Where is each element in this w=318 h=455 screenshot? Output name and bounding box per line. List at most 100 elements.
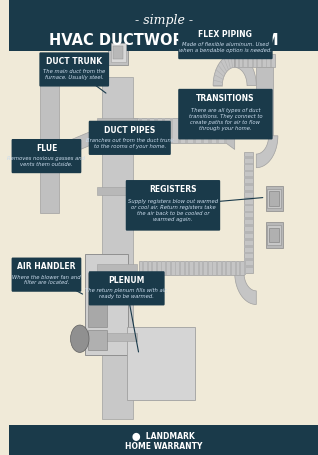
FancyBboxPatch shape — [89, 272, 165, 306]
FancyBboxPatch shape — [10, 0, 318, 52]
Bar — [185, 118, 188, 143]
Bar — [244, 266, 253, 268]
Bar — [175, 262, 176, 275]
Bar — [211, 262, 213, 275]
Bar — [244, 245, 253, 248]
Bar — [170, 262, 172, 275]
Bar — [184, 262, 186, 275]
FancyBboxPatch shape — [178, 26, 273, 60]
Bar — [238, 55, 240, 68]
Bar — [97, 119, 137, 127]
Bar — [244, 211, 253, 214]
Bar — [162, 118, 165, 143]
Bar — [151, 262, 153, 275]
FancyBboxPatch shape — [10, 425, 318, 455]
Bar — [108, 41, 128, 66]
Bar — [193, 118, 196, 143]
Bar — [244, 177, 253, 180]
Bar — [244, 184, 253, 187]
Bar — [97, 265, 137, 273]
Text: - simple -: - simple - — [135, 14, 193, 27]
Bar — [256, 55, 258, 68]
Text: There are all types of duct
transitions. They connect to
create paths for air to: There are all types of duct transitions.… — [189, 108, 262, 131]
Bar — [147, 262, 149, 275]
Text: Supply registers blow out warmed
or cool air. Return registers take
the air back: Supply registers blow out warmed or cool… — [128, 199, 218, 222]
Bar — [155, 118, 157, 143]
Bar — [97, 187, 137, 196]
Text: REGISTERS: REGISTERS — [149, 185, 197, 193]
Bar — [193, 262, 195, 275]
Bar — [244, 225, 253, 228]
Bar — [244, 191, 253, 193]
Bar — [244, 252, 253, 255]
Text: Removes noxious gasses and
vents them outside.: Removes noxious gasses and vents them ou… — [7, 156, 86, 167]
Text: HVAC DUCTWORK DIAGRAM: HVAC DUCTWORK DIAGRAM — [49, 33, 279, 47]
Bar — [97, 333, 137, 341]
Bar — [209, 118, 211, 143]
Polygon shape — [225, 111, 235, 150]
Bar — [244, 259, 253, 262]
Bar — [179, 262, 181, 275]
Circle shape — [71, 325, 89, 353]
FancyBboxPatch shape — [11, 258, 81, 292]
Bar — [102, 77, 133, 419]
Bar — [244, 170, 253, 173]
Bar — [244, 238, 253, 241]
Bar — [244, 152, 253, 273]
Bar — [266, 55, 267, 68]
Bar — [147, 118, 150, 143]
Polygon shape — [256, 136, 278, 168]
Bar — [165, 262, 167, 275]
FancyBboxPatch shape — [39, 53, 109, 87]
Bar — [170, 118, 173, 143]
Bar — [266, 223, 282, 248]
Polygon shape — [213, 55, 235, 86]
Text: AIR HANDLER: AIR HANDLER — [17, 262, 76, 271]
Bar — [127, 328, 195, 400]
Polygon shape — [59, 127, 102, 159]
Bar — [267, 189, 281, 209]
Bar — [252, 55, 253, 68]
Bar — [235, 262, 237, 275]
Text: DUCT PIPES: DUCT PIPES — [104, 126, 156, 134]
Bar — [221, 262, 223, 275]
Bar — [161, 262, 162, 275]
Bar — [111, 44, 126, 63]
Text: Where the blower fan and
filter are located.: Where the blower fan and filter are loca… — [12, 274, 81, 285]
Bar — [242, 55, 244, 68]
Bar — [139, 262, 244, 275]
Bar — [244, 163, 253, 166]
Text: The return plenum fills with air,
ready to be warmed.: The return plenum fills with air, ready … — [86, 288, 168, 298]
Bar — [88, 330, 107, 350]
Bar — [244, 262, 246, 275]
Bar — [188, 262, 190, 275]
Bar — [266, 187, 282, 212]
FancyBboxPatch shape — [89, 121, 171, 156]
Bar — [202, 262, 204, 275]
Bar — [198, 262, 199, 275]
Bar — [207, 262, 209, 275]
Bar — [230, 262, 232, 275]
Bar — [244, 204, 253, 207]
Bar — [256, 68, 273, 136]
Text: Made of flexible aluminum. Used
when a bendable option is needed.: Made of flexible aluminum. Used when a b… — [179, 42, 272, 53]
Text: Branches out from the duct trunk
to the rooms of your home.: Branches out from the duct trunk to the … — [86, 137, 174, 148]
Bar — [216, 262, 218, 275]
Bar — [244, 157, 253, 159]
Bar — [239, 262, 241, 275]
Text: DUCT TRUNK: DUCT TRUNK — [46, 57, 102, 66]
Bar — [244, 197, 253, 200]
Bar — [139, 118, 142, 143]
Bar — [225, 262, 227, 275]
Bar — [247, 55, 249, 68]
Bar — [235, 55, 275, 68]
Bar — [113, 47, 123, 60]
Bar — [244, 232, 253, 234]
Bar — [201, 118, 204, 143]
FancyBboxPatch shape — [11, 140, 81, 174]
FancyBboxPatch shape — [178, 90, 273, 140]
Polygon shape — [235, 273, 256, 305]
Bar — [224, 118, 227, 143]
Text: FLUE: FLUE — [36, 144, 57, 152]
Text: FLEX PIPING: FLEX PIPING — [198, 30, 252, 39]
